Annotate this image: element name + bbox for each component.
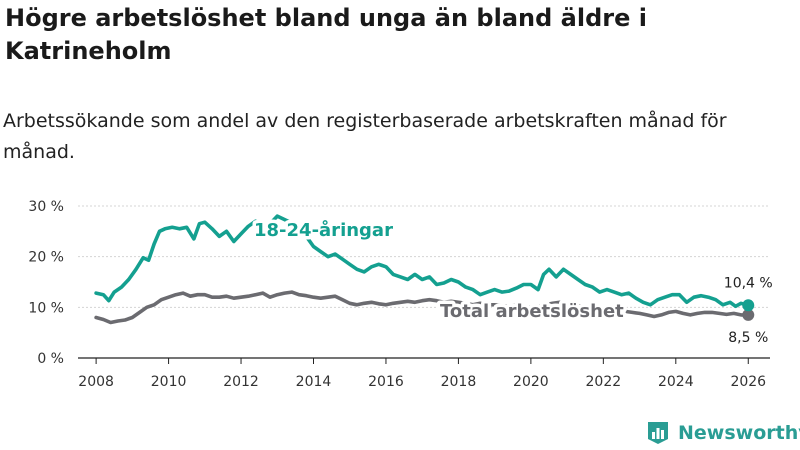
x-tick-label-2018: 2018 bbox=[441, 374, 477, 390]
x-tick-label-2016: 2016 bbox=[368, 374, 404, 390]
series-name-label-youth-text: 18-24-åringar bbox=[254, 219, 393, 241]
y-tick-label-0: 0 % bbox=[37, 351, 64, 367]
series-end-dot-youth bbox=[742, 299, 755, 312]
series-name-label-total-text: Total arbetslöshet bbox=[440, 301, 624, 322]
series-line-total bbox=[94, 290, 751, 325]
series-line-youth bbox=[94, 214, 751, 309]
series-lines bbox=[94, 214, 755, 325]
y-tick-label-20: 20 % bbox=[28, 250, 64, 266]
chart-title: Högre arbetslöshet bland unga än bland ä… bbox=[5, 4, 647, 65]
newsworthy-logo: Newsworthy bbox=[645, 418, 800, 448]
end-value-label-total: 8,5 % bbox=[728, 330, 768, 346]
newsworthy-logo-icon bbox=[648, 422, 668, 444]
x-tick-label-2026: 2026 bbox=[730, 374, 766, 390]
y-tick-label-10: 10 % bbox=[28, 300, 64, 316]
series-name-label-total-halo: Total arbetslöshet bbox=[440, 301, 624, 322]
x-tick-label-2024: 2024 bbox=[658, 374, 694, 390]
x-tick-label-2014: 2014 bbox=[296, 374, 332, 390]
y-tick-label-30: 30 % bbox=[28, 199, 64, 215]
end-value-label-youth: 10,4 % bbox=[724, 275, 773, 291]
axes: 0 % 10 % 20 % 30 % 2008 2010 2012 2014 2016 2018 2… bbox=[28, 199, 770, 390]
series-name-label-youth-halo: 18-24-åringar bbox=[254, 219, 393, 241]
newsworthy-logo-text: Newsworthy bbox=[678, 422, 800, 444]
x-tick-label-2010: 2010 bbox=[151, 374, 187, 390]
x-tick-label-2012: 2012 bbox=[223, 374, 259, 390]
x-tick-label-2020: 2020 bbox=[513, 374, 549, 390]
x-tick-label-2008: 2008 bbox=[78, 374, 114, 390]
chart-subtitle: Arbetssökande som andel av den registerb… bbox=[3, 110, 727, 163]
series-end-dot-total bbox=[742, 308, 755, 321]
grid-lines bbox=[78, 205, 770, 308]
x-tick-label-2022: 2022 bbox=[586, 374, 622, 390]
